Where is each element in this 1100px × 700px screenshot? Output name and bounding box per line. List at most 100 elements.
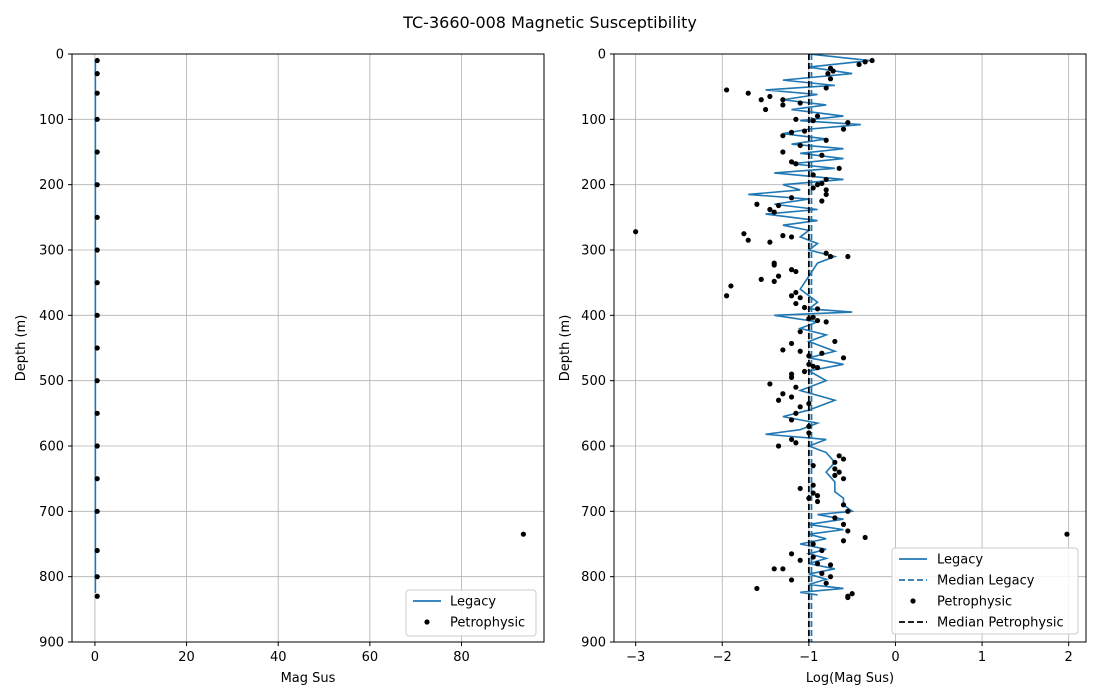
petrophysic-point [94, 57, 100, 64]
y-tick-label: 500 [581, 374, 606, 389]
petrophysic-point [793, 300, 799, 307]
left-plot-area [94, 57, 526, 599]
petrophysic-point [832, 459, 838, 465]
petrophysic-point [810, 185, 816, 191]
petrophysic-point [819, 547, 825, 554]
petrophysic-point [793, 289, 799, 296]
y-tick-label: 600 [581, 440, 606, 455]
petrophysic-point [797, 100, 803, 106]
petrophysic-point [832, 515, 838, 521]
right-legend-box [891, 547, 1079, 635]
petrophysic-point [845, 120, 851, 126]
petrophysic-point [806, 423, 812, 429]
left-x-axis-label: Mag Sus [281, 671, 336, 686]
petrophysic-point [806, 316, 812, 322]
petrophysic-point [788, 340, 795, 347]
petrophysic-point [775, 202, 782, 209]
petrophysic-point [823, 137, 829, 143]
petrophysic-point [849, 591, 855, 597]
petrophysic-point [814, 182, 821, 188]
petrophysic-point [840, 355, 847, 361]
petrophysic-point [775, 443, 782, 449]
y-tick-label: 300 [581, 244, 606, 259]
petrophysic-point [810, 541, 816, 547]
right-legend-median-petrophysic-label: Median Petrophysic [937, 616, 1064, 631]
petrophysic-point [819, 180, 825, 186]
petrophysic-point [94, 247, 100, 253]
right-plot-area [633, 54, 1070, 642]
left-y-axis-label: Depth (m) [14, 315, 29, 382]
petrophysic-point [840, 502, 847, 508]
petrophysic-point [754, 585, 760, 592]
petrophysic-point [832, 472, 838, 478]
petrophysic-point [788, 195, 795, 201]
left-y-ticks: 0 100 200 300 400 500 600 700 800 900 [39, 48, 72, 651]
petrophysic-point [745, 90, 751, 96]
petrophysic-point [823, 85, 829, 91]
petrophysic-point [780, 347, 786, 353]
right-y-ticks: 0 100 200 300 400 500 600 700 800 900 [581, 48, 614, 651]
x-tick-label: 0 [891, 650, 899, 665]
y-tick-label: 600 [39, 440, 64, 455]
petrophysic-point [810, 314, 816, 320]
petrophysic-point [94, 280, 100, 286]
petrophysic-point [823, 176, 829, 183]
petrophysic-point [633, 229, 639, 235]
petrophysic-point [788, 394, 795, 400]
petrophysic-point [754, 201, 760, 207]
right-legend-legacy-label: Legacy [937, 553, 983, 568]
petrophysic-point [771, 566, 777, 572]
legacy-line [748, 54, 870, 596]
y-tick-label: 900 [581, 636, 606, 651]
right-axes-frame [613, 53, 1087, 643]
petrophysic-point [810, 554, 816, 560]
right-y-axis-label: Depth (m) [558, 315, 573, 382]
petrophysic-point [94, 345, 100, 351]
petrophysic-point [793, 116, 799, 122]
y-tick-label: 100 [581, 113, 606, 128]
petrophysic-point [845, 594, 851, 601]
y-tick-label: 900 [39, 636, 64, 651]
petrophysic-point [823, 250, 829, 256]
x-tick-label: −2 [713, 650, 732, 665]
left-x-ticks: 0 20 40 60 80 [91, 642, 470, 665]
series-layer [633, 54, 1070, 642]
petrophysic-point [814, 493, 821, 499]
left-legend-legacy-label: Legacy [450, 595, 496, 610]
right-legend: Legacy Median Legacy Petrophysic Median … [891, 547, 1079, 635]
petrophysic-point [780, 97, 786, 103]
petrophysic-point [767, 93, 773, 100]
y-tick-label: 300 [39, 244, 64, 259]
petrophysic-point [806, 361, 812, 367]
petrophysic-point [814, 306, 821, 312]
x-tick-label: 60 [362, 650, 379, 665]
petrophysic-point [840, 521, 847, 528]
petrophysic-point [823, 187, 829, 193]
petrophysic-point [793, 161, 799, 167]
x-tick-label: 40 [270, 650, 287, 665]
y-tick-label: 700 [39, 505, 64, 520]
petrophysic-point [94, 547, 100, 554]
petrophysic-point [94, 476, 100, 482]
petrophysic-point [845, 253, 851, 260]
y-tick-label: 400 [581, 309, 606, 324]
petrophysic-point [806, 400, 812, 407]
petrophysic-point [845, 508, 851, 514]
petrophysic-point [827, 76, 834, 82]
y-tick-label: 400 [39, 309, 64, 324]
petrophysic-point [762, 106, 769, 113]
petrophysic-point [520, 531, 526, 537]
petrophysic-point [814, 561, 821, 567]
right-x-axis-label: Log(Mag Sus) [806, 671, 894, 686]
petrophysic-point [1064, 531, 1070, 537]
petrophysic-point [94, 116, 100, 122]
petrophysic-point [814, 498, 821, 505]
petrophysic-point [94, 508, 100, 514]
petrophysic-point [775, 397, 782, 403]
petrophysic-point [745, 237, 751, 243]
petrophysic-point [840, 126, 847, 132]
petrophysic-point [793, 384, 799, 390]
right-legend-petrophysic-label: Petrophysic [937, 595, 1012, 610]
petrophysic-point [771, 278, 777, 284]
petrophysic-point [767, 239, 773, 245]
